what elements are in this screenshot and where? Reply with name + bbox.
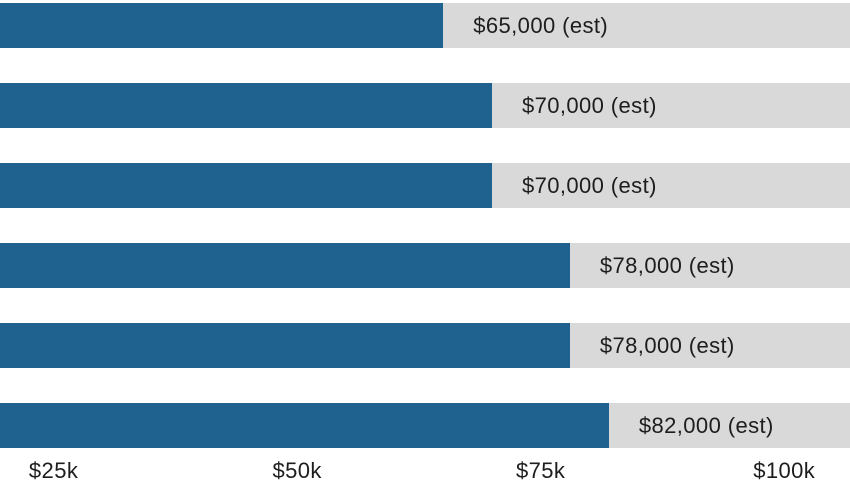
- bar-value-label: $82,000 (est): [638, 412, 774, 438]
- bar-row: $82,000 (est): [0, 403, 850, 448]
- bar-value-label: $70,000 (est): [521, 92, 657, 118]
- bar-row: $78,000 (est): [0, 243, 850, 288]
- bar-value-label: $65,000 (est): [473, 12, 609, 38]
- bar-row: $65,000 (est): [0, 3, 850, 48]
- bar-fill: [0, 3, 444, 48]
- x-axis-tick-label: $25k: [28, 458, 79, 483]
- bar-fill: [0, 403, 609, 448]
- x-axis-tick-label: $100k: [753, 458, 816, 483]
- bar-row: $78,000 (est): [0, 323, 850, 368]
- bar-fill: [0, 323, 570, 368]
- bar-value-label: $78,000 (est): [599, 252, 735, 278]
- bar-value-label: $70,000 (est): [521, 172, 657, 198]
- x-axis-tick-label: $50k: [272, 458, 322, 483]
- x-axis: $25k $50k $75k $100k: [0, 456, 850, 490]
- x-axis-tick-label: $75k: [516, 458, 566, 483]
- bar-fill: [0, 243, 570, 288]
- bar-row: $70,000 (est): [0, 163, 850, 208]
- bar-rows: $65,000 (est) $70,000 (est) $70,000 (est…: [0, 3, 850, 448]
- bar-row: $70,000 (est): [0, 83, 850, 128]
- bar-value-label: $78,000 (est): [599, 332, 735, 358]
- bar-fill: [0, 83, 492, 128]
- bar-fill: [0, 163, 492, 208]
